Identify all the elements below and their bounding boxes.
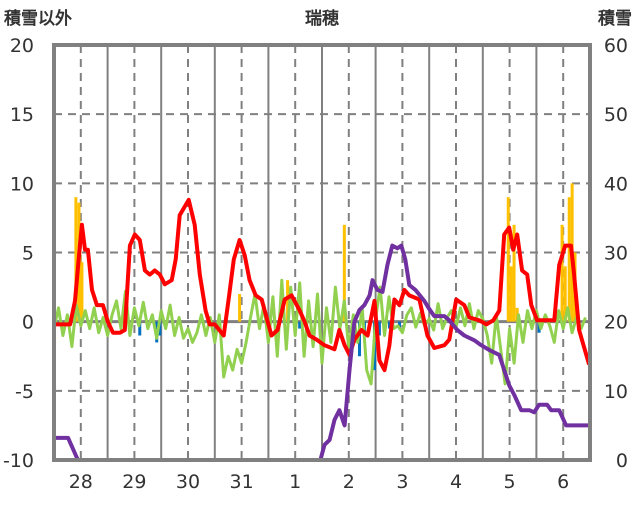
orange-bar [563,266,567,322]
blue-bar [397,321,401,329]
x-tick-label: 1 [289,471,301,493]
x-tick-label: 29 [122,471,146,493]
blue-bar [138,321,142,336]
orange-bar [238,294,242,322]
blue-bar [377,321,381,336]
purple-series-line [54,243,590,462]
orange-bar [74,197,78,322]
x-tick-label: 6 [557,471,569,493]
orange-bar [80,262,84,322]
left-tick-label: 15 [10,104,34,126]
right-axis-title: 積雪 [598,8,632,29]
orange-bar [560,224,564,322]
x-tick-label: 31 [230,471,254,493]
x-tick-label: 5 [504,471,516,493]
orange-bar [78,238,82,322]
x-tick-label: 2 [343,471,355,493]
orange-bar [567,197,571,322]
left-tick-label: -5 [15,381,34,403]
grid [54,45,590,460]
blue-bar [158,321,162,336]
orange-bar [506,197,510,322]
green-series-line [52,278,587,386]
x-tick-label: 30 [176,471,200,493]
red-series-line [54,197,592,373]
blue-bar [298,321,302,329]
right-tick-label: 0 [616,450,628,472]
right-tick-label: 10 [604,381,628,403]
left-tick-label: 10 [10,173,34,195]
left-tick-label: 20 [10,35,34,57]
orange-bar [286,280,290,322]
lines [52,197,592,462]
right-tick-label: 60 [604,35,628,57]
left-axis-title: 積雪以外 [4,8,72,29]
orange-bar [509,266,513,322]
right-tick-label: 50 [604,104,628,126]
plot-frame [52,43,592,462]
left-tick-label: -10 [3,450,34,472]
right-tick-label: 40 [604,173,628,195]
left-tick-label: 0 [22,312,34,334]
orange-bar [342,224,346,322]
right-tick-label: 20 [604,312,628,334]
chart-title: 瑞穂 [305,8,339,29]
right-tick-label: 30 [604,243,628,265]
orange-bar [512,224,516,322]
x-tick-label: 28 [69,471,93,493]
x-tick-label: 4 [450,471,462,493]
blue-bar [387,321,391,329]
x-tick-label: 3 [396,471,408,493]
left-tick-label: 5 [22,243,34,265]
